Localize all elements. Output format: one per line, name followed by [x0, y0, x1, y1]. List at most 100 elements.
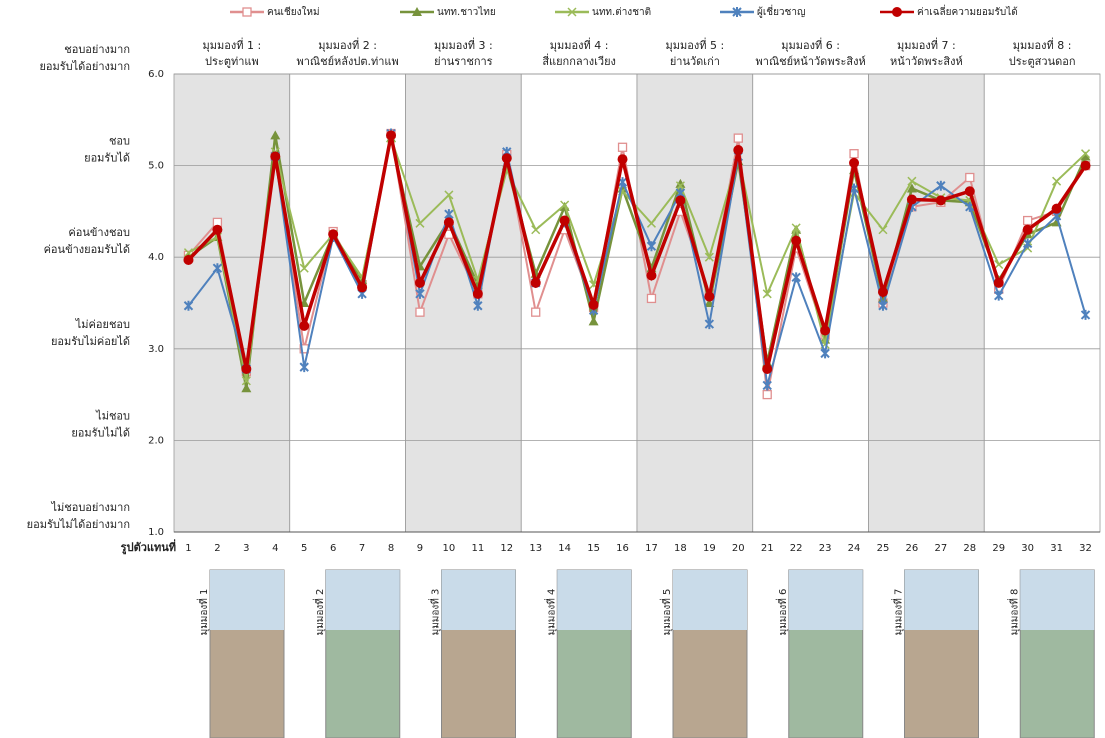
y-tick-label: 1.0 — [148, 527, 164, 538]
level-label: ยอมรับไม่ได้อย่างมาก — [27, 518, 130, 531]
photo-sky — [788, 570, 863, 630]
band — [752, 73, 869, 533]
x-tick-label: 28 — [963, 543, 976, 554]
photo-label: มุมมองที่ 8 — [1006, 589, 1020, 636]
x-tick-label: 20 — [732, 543, 745, 554]
marker — [1052, 176, 1062, 186]
photo-sky — [904, 570, 979, 630]
marker — [328, 229, 339, 240]
marker — [733, 145, 744, 156]
marker — [1080, 149, 1091, 159]
legend-marker — [242, 7, 252, 17]
legend-label: นทท.ชาวไทย — [437, 6, 496, 18]
x-tick-label: 23 — [819, 543, 832, 554]
x-tick-label: 1 — [185, 543, 191, 554]
level-label: ค่อนข้างชอบ — [68, 226, 130, 239]
y-tick-label: 6.0 — [148, 69, 164, 80]
photo-label: มุมมองที่ 1 — [196, 589, 210, 636]
marker — [1022, 238, 1033, 249]
photo-label: มุมมองที่ 7 — [891, 589, 905, 636]
marker — [936, 180, 946, 191]
marker — [212, 263, 223, 274]
x-tick-label: 31 — [1050, 543, 1063, 554]
marker — [791, 235, 802, 246]
marker — [414, 277, 425, 288]
viewpoint-place: ย่านราชการ — [434, 55, 493, 68]
marker — [704, 291, 715, 302]
x-tick-label: 27 — [934, 543, 947, 554]
x-tick-label: 5 — [301, 543, 307, 554]
marker — [675, 181, 685, 191]
marker — [907, 176, 917, 186]
marker — [646, 293, 657, 304]
marker — [386, 130, 397, 141]
marker — [1080, 160, 1091, 171]
x-tick-label: 11 — [471, 543, 484, 554]
band — [289, 73, 406, 533]
marker — [617, 154, 628, 165]
marker — [906, 194, 917, 205]
x-tick-label: 17 — [645, 543, 658, 554]
marker — [1023, 215, 1033, 226]
marker — [820, 325, 831, 336]
viewpoint-place: พาณิชย์หลังปต.ท่าแพ — [296, 55, 398, 68]
marker — [877, 287, 888, 298]
marker — [762, 289, 772, 299]
marker — [993, 277, 1004, 288]
x-tick-label: 2 — [214, 543, 220, 554]
level-label: ไม่ชอบ — [95, 409, 130, 422]
y-tick-label: 4.0 — [148, 252, 164, 263]
marker — [675, 178, 686, 188]
marker — [415, 307, 425, 317]
marker — [994, 290, 1004, 301]
marker — [964, 186, 975, 197]
marker — [994, 259, 1004, 270]
legend-label: คนเชียงใหม่ — [267, 6, 320, 18]
marker — [183, 300, 194, 311]
legend-marker — [412, 7, 422, 16]
level-label: ชอบอย่างมาก — [64, 43, 130, 56]
band — [868, 73, 985, 533]
marker — [530, 277, 541, 288]
marker — [820, 348, 830, 359]
marker — [560, 200, 570, 210]
marker — [270, 151, 281, 162]
marker — [646, 241, 657, 252]
y-tick-label: 5.0 — [148, 161, 164, 172]
viewpoint-title: มุมมองที่ 1 : — [203, 37, 262, 52]
marker — [1080, 151, 1091, 161]
viewpoint-title: มุมมองที่ 6 : — [781, 37, 840, 52]
marker — [906, 183, 917, 193]
marker — [704, 252, 714, 262]
x-tick-label: 29 — [992, 543, 1005, 554]
photo-sky — [557, 570, 632, 630]
marker — [762, 363, 773, 374]
marker — [472, 288, 483, 299]
marker — [299, 263, 309, 273]
x-tick-label: 22 — [790, 543, 803, 554]
photo-label: มุมมองที่ 3 — [428, 589, 442, 636]
marker — [443, 217, 454, 228]
x-tick-label: 14 — [558, 543, 571, 554]
marker — [965, 172, 975, 183]
x-tick-label: 4 — [272, 543, 278, 554]
level-label: ยอมรับได้ — [84, 152, 130, 165]
marker — [704, 319, 715, 330]
marker — [588, 299, 599, 310]
photo-label: มุมมองที่ 2 — [312, 589, 326, 636]
marker — [617, 142, 628, 152]
legend-label: ผู้เชี่ยวชาญ — [757, 4, 805, 18]
marker — [1080, 309, 1091, 320]
x-tick-label: 15 — [587, 543, 600, 554]
level-label: ยอมรับไม่ค่อยได้ — [51, 335, 130, 348]
marker — [878, 225, 888, 235]
viewpoint-place: สี่แยกกลางเวียง — [542, 53, 616, 68]
marker — [212, 224, 223, 235]
photo-sky — [1020, 570, 1095, 630]
photo-label: มุมมองที่ 6 — [775, 589, 789, 636]
marker — [675, 195, 686, 206]
marker — [415, 218, 425, 228]
marker — [762, 389, 772, 400]
marker — [473, 300, 483, 311]
y-tick-label: 2.0 — [148, 435, 164, 446]
